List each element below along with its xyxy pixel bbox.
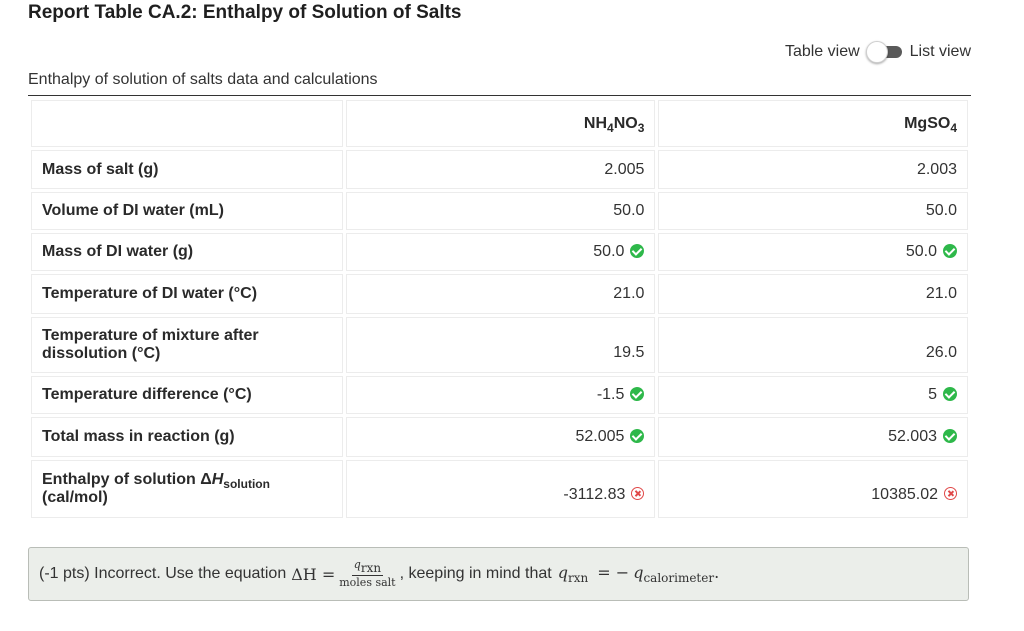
value-cell: 26.0: [658, 317, 968, 373]
table-row: Temperature of mixture after dissolution…: [31, 317, 968, 373]
row-label: Mass of salt (g): [31, 150, 343, 189]
value-cell: 50.0: [658, 192, 968, 230]
report-table: NH4NO3 MgSO4 Mass of salt (g) 2.005 2.00…: [28, 97, 971, 521]
view-switch[interactable]: [865, 41, 904, 63]
equation-q: qrxn = − qcalorimeter.: [557, 563, 720, 585]
value-cell: 10385.02: [658, 460, 968, 518]
table-row: Temperature of DI water (°C) 21.0 21.0: [31, 274, 968, 314]
value-cell: 52.003: [658, 417, 968, 457]
row-label: Enthalpy of solution ΔHsolution (cal/mol): [31, 460, 343, 518]
row-label: Mass of DI water (g): [31, 233, 343, 271]
table-view-label: Table view: [784, 43, 860, 60]
value-cell: 52.005: [345, 417, 656, 457]
incorrect-x-icon: [944, 487, 957, 500]
list-view-label: List view: [909, 43, 971, 60]
table-row: Mass of salt (g) 2.005 2.003: [31, 150, 968, 189]
value-cell: -3112.83: [345, 460, 656, 518]
incorrect-x-icon: [631, 487, 645, 500]
table-row: Enthalpy of solution ΔHsolution (cal/mol)…: [31, 460, 968, 518]
feedback-text-mid: , keeping in mind that: [399, 565, 552, 582]
header-row: NH4NO3 MgSO4: [31, 100, 968, 147]
header-empty-cell: [31, 100, 343, 147]
feedback-text: (-1 pts) Incorrect. Use the equation: [39, 565, 287, 582]
row-label: Temperature of DI water (°C): [31, 274, 343, 314]
value-cell: 2.003: [658, 150, 968, 189]
equation-fraction: qrxn moles salt: [339, 558, 396, 589]
caption-divider: [28, 95, 971, 96]
equation-lhs: ΔH =: [291, 564, 336, 584]
correct-check-icon: [630, 429, 645, 443]
correct-check-icon: [943, 387, 957, 401]
value-cell: 50.0: [658, 233, 968, 271]
value-cell: 50.0: [345, 192, 656, 230]
correct-check-icon: [630, 387, 645, 401]
row-label: Temperature difference (°C): [31, 376, 343, 414]
value-cell: 50.0: [345, 233, 656, 271]
view-toggle: Table view List view: [784, 41, 971, 63]
table-row: Temperature difference (°C) -1.5 5: [31, 376, 968, 414]
value-cell: 2.005: [345, 150, 656, 189]
table-row: Total mass in reaction (g) 52.005 52.003: [31, 417, 968, 457]
value-cell: 19.5: [345, 317, 656, 373]
value-cell: 5: [658, 376, 968, 414]
column-header-mgso4: MgSO4: [658, 100, 968, 147]
column-header-nh4no3: NH4NO3: [345, 100, 656, 147]
feedback-box: (-1 pts) Incorrect. Use the equation ΔH …: [28, 547, 969, 601]
table-row: Volume of DI water (mL) 50.0 50.0: [31, 192, 968, 230]
correct-check-icon: [630, 244, 645, 258]
value-cell: 21.0: [345, 274, 656, 314]
row-label: Total mass in reaction (g): [31, 417, 343, 457]
value-cell: 21.0: [658, 274, 968, 314]
switch-knob[interactable]: [865, 41, 888, 63]
correct-check-icon: [943, 244, 957, 258]
table-caption: Enthalpy of solution of salts data and c…: [28, 71, 378, 88]
value-cell: -1.5: [345, 376, 656, 414]
page-title: Report Table CA.2: Enthalpy of Solution …: [28, 2, 462, 23]
correct-check-icon: [943, 429, 957, 443]
table-row: Mass of DI water (g) 50.0 50.0: [31, 233, 968, 271]
row-label: Volume of DI water (mL): [31, 192, 343, 230]
row-label: Temperature of mixture after dissolution…: [31, 317, 343, 373]
